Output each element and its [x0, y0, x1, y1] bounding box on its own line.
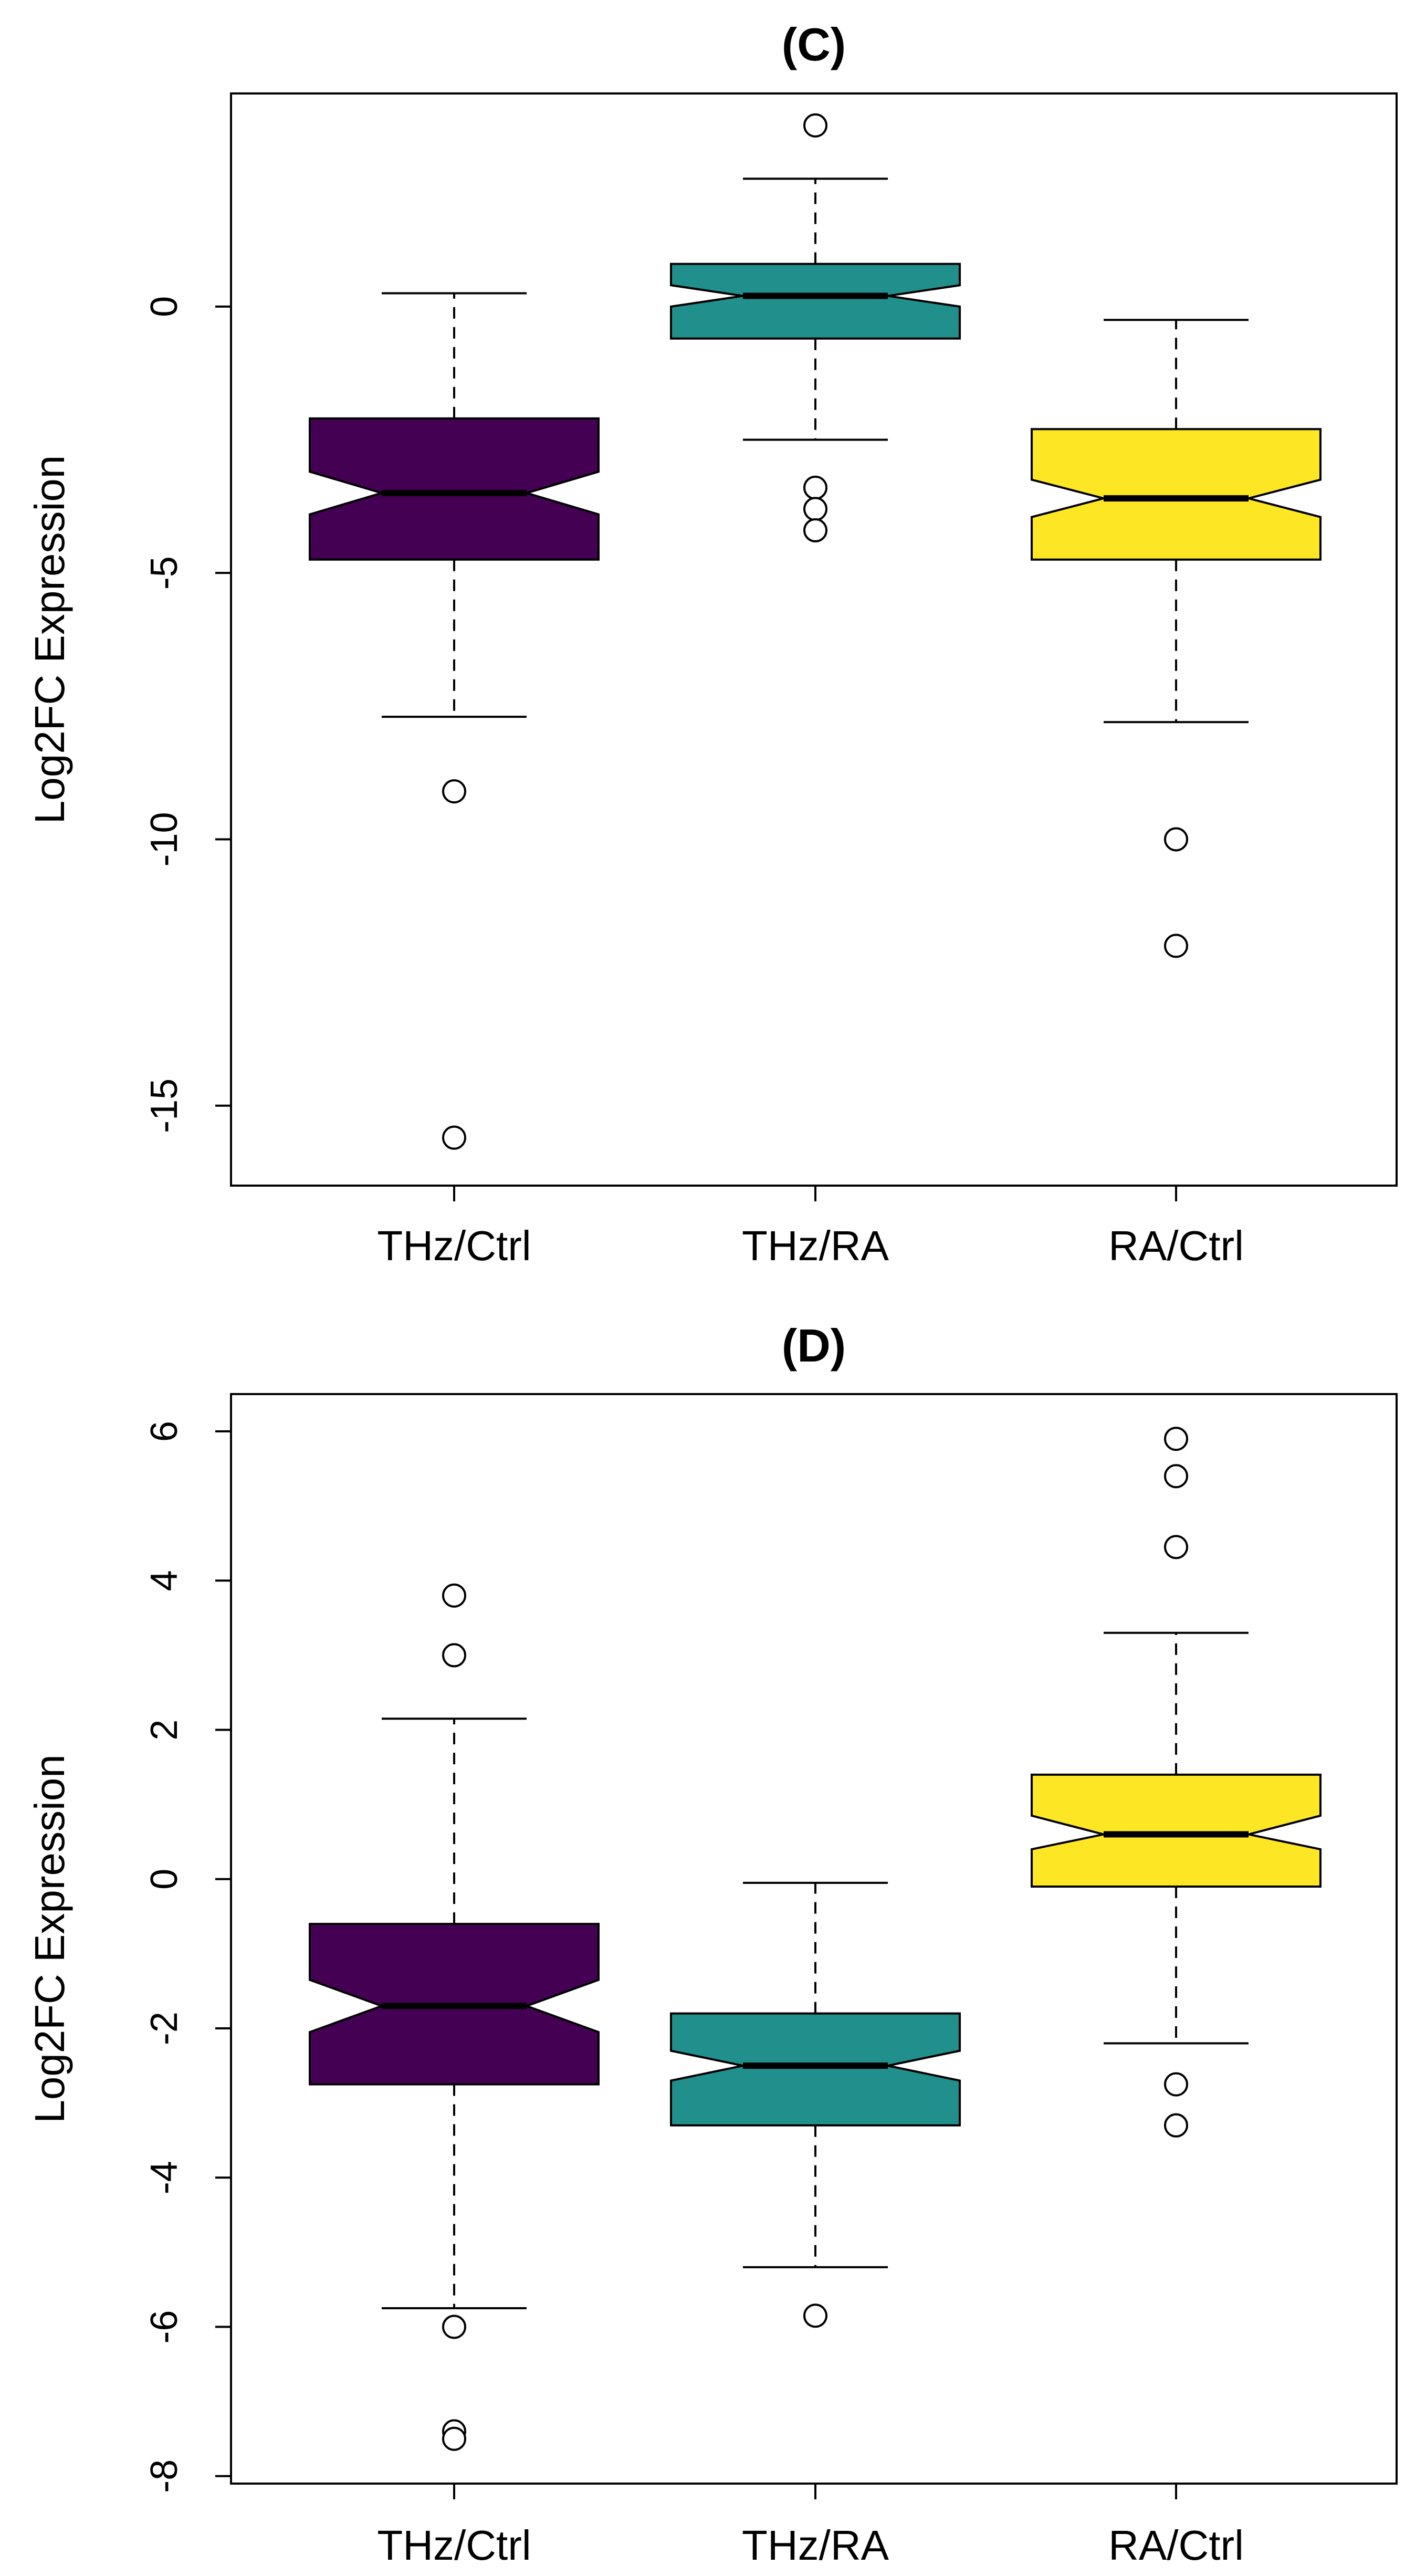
outlier-point	[1164, 2072, 1188, 2097]
outlier-point	[1164, 2113, 1188, 2138]
y-tick-label: -5	[143, 556, 185, 590]
outlier-point	[442, 779, 466, 804]
x-tick-label: RA/Ctrl	[1108, 2522, 1244, 2569]
x-tick-label: THz/RA	[742, 1222, 889, 1269]
x-tick-label: RA/Ctrl	[1108, 1222, 1244, 1269]
x-tick-label: THz/RA	[742, 2522, 889, 2569]
x-tick-label: THz/Ctrl	[377, 1222, 531, 1269]
outlier-point	[442, 1643, 466, 1668]
outlier-point	[803, 2303, 827, 2328]
outlier-point	[442, 1583, 466, 1608]
outlier-point	[803, 497, 827, 521]
y-tick-label: -4	[143, 2161, 185, 2194]
box-body	[1031, 1773, 1322, 1888]
y-tick-label: 2	[143, 1720, 185, 1741]
y-tick-label: -8	[143, 2459, 185, 2493]
outlier-point	[803, 113, 827, 138]
box-body	[309, 417, 600, 561]
y-tick-label: -2	[143, 2012, 185, 2045]
outlier-point	[1164, 934, 1188, 958]
y-tick-label: 6	[143, 1421, 185, 1442]
plot-frame	[230, 1393, 1398, 2485]
box-body	[670, 263, 961, 340]
panel-c: (C) Log2FC Expression 0 -5 -10 -15 THz/Ctrl THz…	[26, 18, 1398, 1269]
y-axis-label: Log2FC Expression	[26, 455, 73, 824]
box-ra-ctrl	[1031, 1427, 1322, 2138]
outlier-point	[1164, 1464, 1188, 1489]
panel-d: (D) Log2FC Expression 6 4 2 0 -2 -4 -6 -8 THz/Ctrl…	[26, 1320, 1398, 2569]
outlier-point	[1164, 1535, 1188, 1559]
outlier-point	[803, 475, 827, 500]
outlier-point	[442, 2315, 466, 2339]
outlier-point	[1164, 1427, 1188, 1451]
box-thz-ctrl	[309, 1583, 600, 2451]
y-tick-label: -6	[143, 2310, 185, 2344]
x-tick-label: THz/Ctrl	[377, 2522, 531, 2569]
box-thz-ra	[670, 113, 961, 542]
box-body	[670, 2012, 961, 2127]
box-thz-ctrl	[309, 292, 600, 1150]
plot-frame	[230, 92, 1398, 1187]
y-tick-label: 0	[143, 296, 185, 317]
outlier-point	[442, 2426, 466, 2451]
chart-title: (C)	[782, 18, 846, 70]
y-tick-label: -10	[143, 812, 185, 866]
outlier-point	[442, 1125, 466, 1150]
chart-title: (D)	[782, 1320, 846, 1371]
outlier-point	[803, 518, 827, 542]
box-ra-ctrl	[1031, 319, 1322, 958]
box-thz-ra	[670, 1881, 961, 2328]
y-tick-label: 0	[143, 1869, 185, 1890]
outlier-point	[1164, 827, 1188, 852]
y-axis-label: Log2FC Expression	[26, 1754, 73, 2123]
y-tick-label: -15	[143, 1078, 185, 1133]
box-body	[1031, 428, 1322, 561]
y-tick-label: 4	[143, 1570, 185, 1591]
